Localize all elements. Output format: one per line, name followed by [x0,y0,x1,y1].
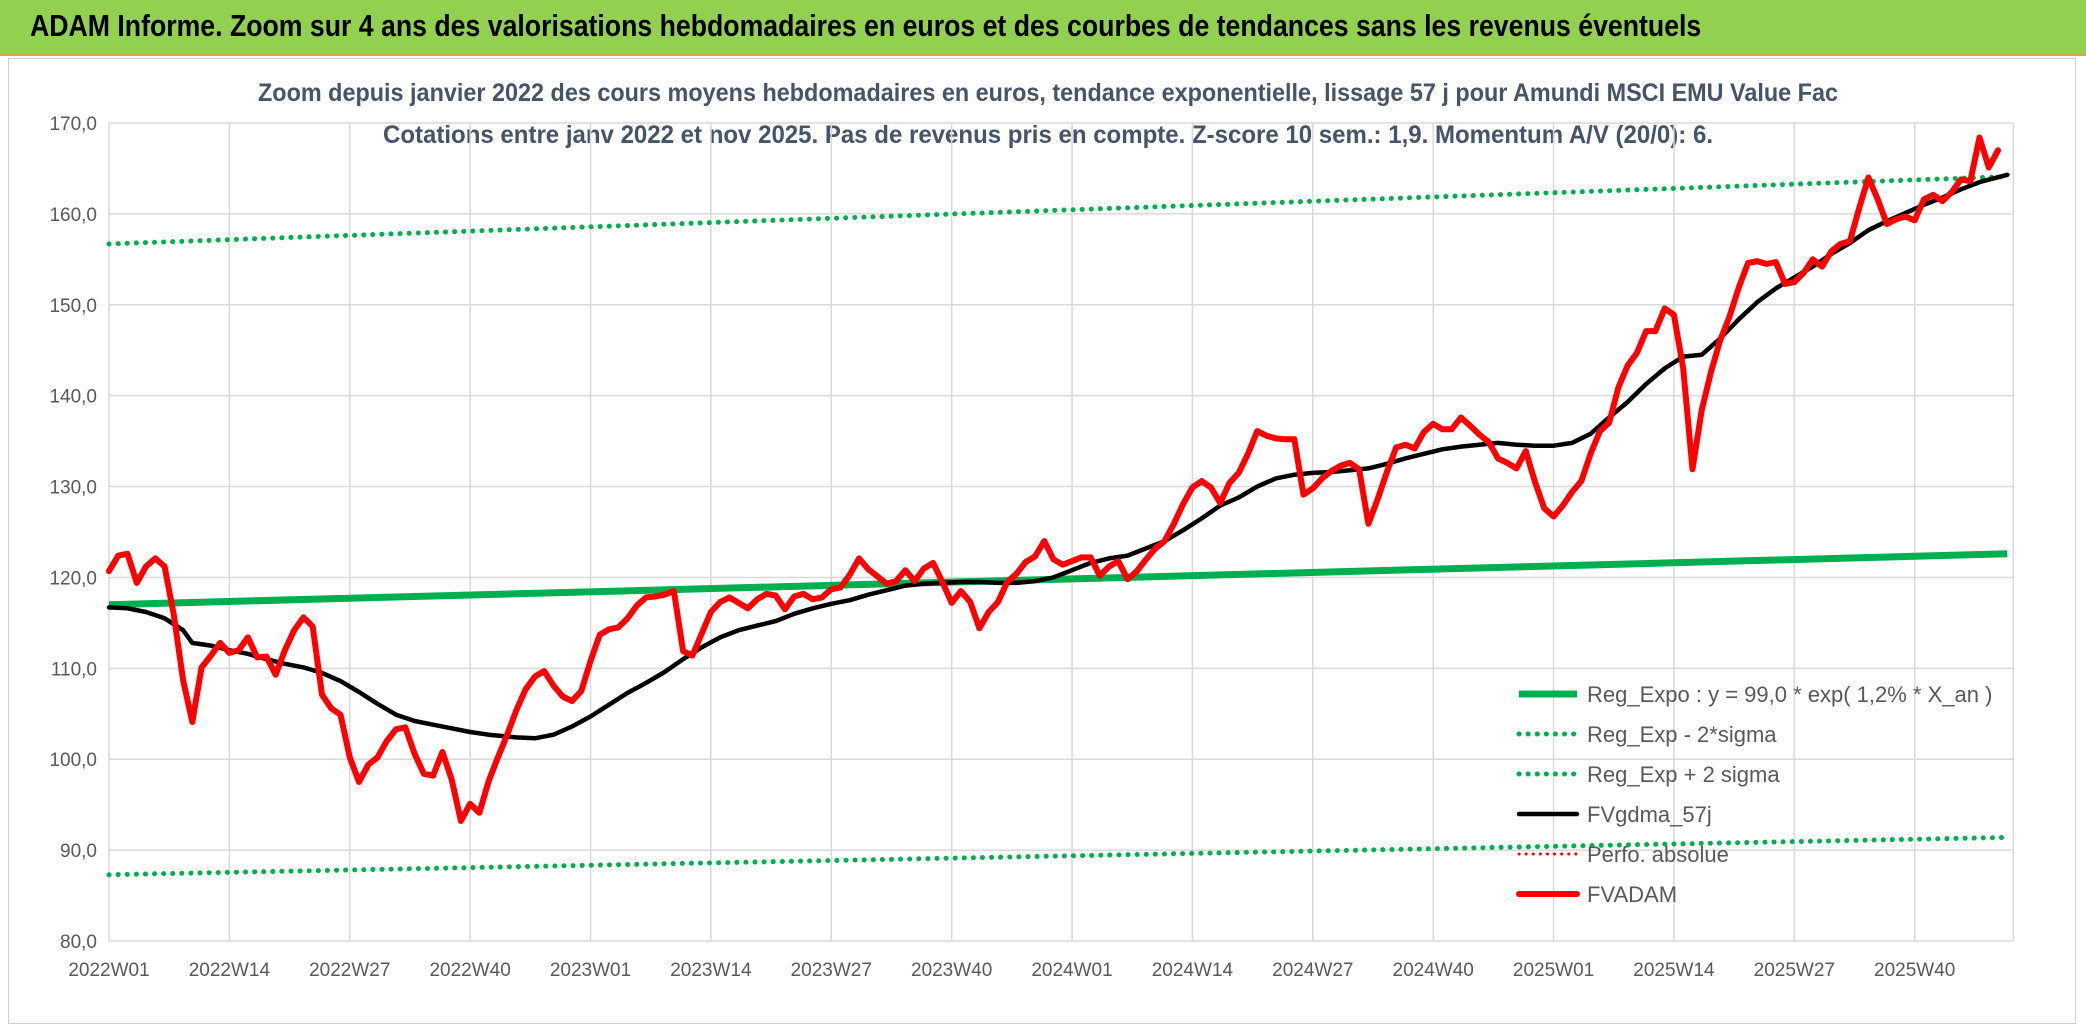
legend-label: Reg_Expo : y = 99,0 * exp( 1,2% * X_an ) [1587,682,1992,707]
series-line-3 [106,172,2010,741]
y-tick-label: 120,0 [49,568,97,589]
chart-frame: Zoom depuis janvier 2022 des cours moyen… [8,58,2076,1024]
y-tick-label: 110,0 [51,659,97,680]
legend: Reg_Expo : y = 99,0 * exp( 1,2% * X_an )… [1516,682,1992,907]
x-tick-label: 2025W27 [1754,960,1835,981]
x-tick-label: 2024W40 [1393,960,1474,981]
y-axis-tick-labels: 80,0 90,0 100,0 110,0 120,0 130,0 140,0 150,0 16… [49,114,97,953]
x-tick-label: 2022W40 [429,960,510,981]
series-lines [106,134,2010,878]
x-tick-label: 2025W40 [1874,960,1955,981]
x-tick-label: 2022W01 [68,960,149,981]
x-tick-label: 2024W14 [1152,960,1234,981]
series-line-2 [106,174,2010,247]
x-tick-label: 2025W01 [1513,960,1594,981]
y-tick-label: 140,0 [49,387,97,408]
legend-label: Reg_Exp - 2*sigma [1587,722,1777,747]
legend-label: Perfo. absolue [1587,842,1729,867]
y-tick-label: 100,0 [49,750,97,771]
series-line-0 [108,550,2008,609]
y-tick-label: 150,0 [49,296,97,317]
x-tick-label: 2024W27 [1272,960,1353,981]
report-title: ADAM Informe. Zoom sur 4 ans des valoris… [30,8,1702,43]
chart-title: Zoom depuis janvier 2022 des cours moyen… [258,79,1838,149]
legend-label: FVADAM [1587,882,1677,907]
y-tick-label: 80,0 [60,932,97,953]
chart-title-line-1: Zoom depuis janvier 2022 des cours moyen… [258,79,1838,107]
y-tick-label: 160,0 [49,205,97,226]
x-tick-label: 2022W14 [189,960,271,981]
x-axis-tick-labels: 2022W01 2022W14 2022W27 2022W40 2023W01 2023W… [68,960,1955,981]
series-line-1 [106,834,2010,878]
gridlines [108,122,2015,942]
x-tick-label: 2022W27 [309,960,390,981]
x-tick-label: 2023W01 [550,960,631,981]
x-tick-label: 2025W14 [1633,960,1715,981]
y-tick-label: 130,0 [49,478,97,499]
x-tick-label: 2024W01 [1031,960,1112,981]
chart-title-line-2: Cotations entre janv 2022 et nov 2025. P… [383,121,1713,149]
x-tick-label: 2023W40 [911,960,992,981]
y-tick-label: 170,0 [49,114,97,135]
series-line-5 [106,134,2001,824]
chart-svg: Zoom depuis janvier 2022 des cours moyen… [49,79,2015,981]
report-banner: ADAM Informe. Zoom sur 4 ans des valoris… [0,0,2086,56]
x-tick-label: 2023W14 [670,960,752,981]
legend-label: Reg_Exp + 2 sigma [1587,762,1780,787]
x-tick-label: 2023W27 [791,960,872,981]
y-tick-label: 90,0 [60,841,97,862]
legend-label: FVgdma_57j [1587,802,1712,827]
